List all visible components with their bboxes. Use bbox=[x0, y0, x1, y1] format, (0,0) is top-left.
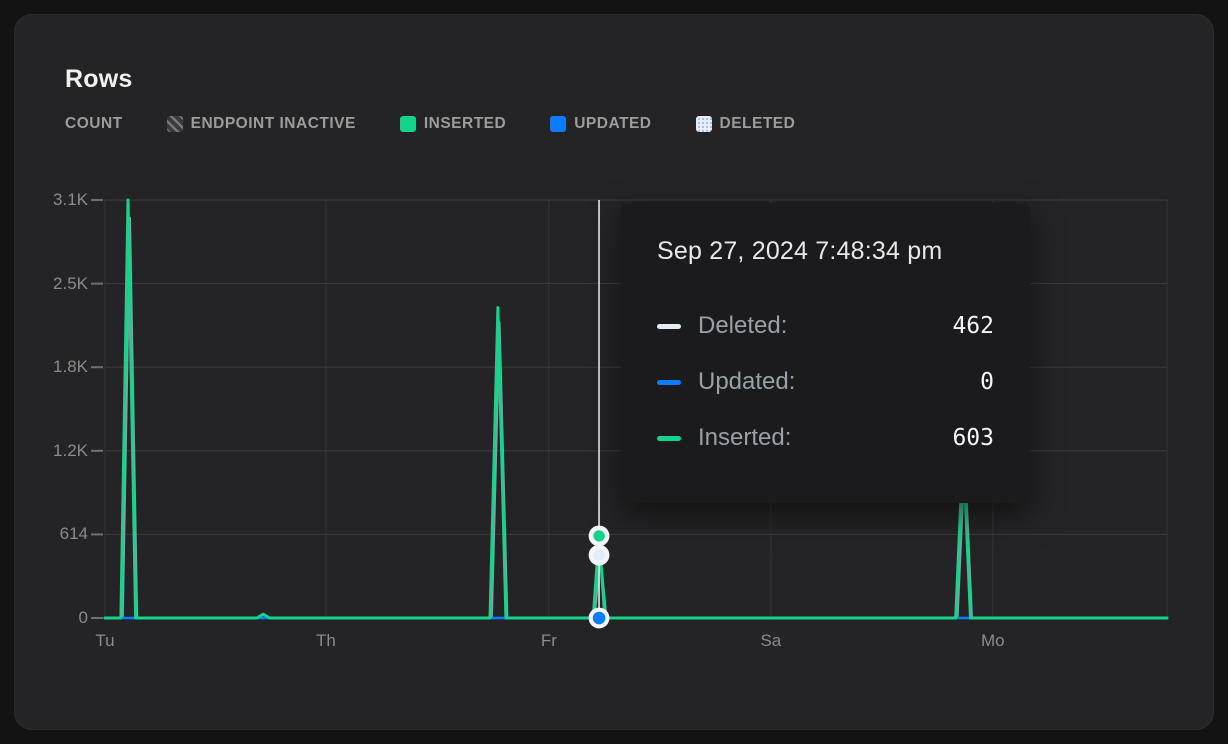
y-tick-label: 1.2K bbox=[53, 440, 88, 460]
tooltip-value: 462 bbox=[952, 313, 994, 339]
legend-item-label: INSERTED bbox=[423, 115, 507, 132]
chart-legend: COUNT ENDPOINT INACTIVE INSERTED UPDATED… bbox=[65, 115, 795, 133]
inserted-swatch-icon bbox=[399, 116, 416, 132]
hover-marker-updated bbox=[592, 611, 606, 625]
x-tick-label: Th bbox=[315, 631, 336, 650]
deleted-line-swatch-icon bbox=[657, 323, 681, 329]
inserted-line-swatch-icon bbox=[657, 435, 681, 441]
tooltip-row-updated: Updated: 0 bbox=[657, 354, 994, 410]
legend-count-label: COUNT bbox=[65, 115, 123, 132]
legend-item-inserted[interactable]: INSERTED bbox=[399, 115, 507, 133]
legend-item-endpoint-inactive[interactable]: ENDPOINT INACTIVE bbox=[166, 115, 356, 133]
y-tick-label: 3.1K bbox=[53, 190, 88, 209]
x-tick-label: Fr bbox=[540, 631, 557, 650]
legend-item-updated[interactable]: UPDATED bbox=[550, 115, 651, 133]
x-tick-label: Mo bbox=[981, 631, 1005, 650]
y-tick-label: 0 bbox=[78, 608, 88, 627]
x-tick-label: Tu bbox=[95, 631, 115, 650]
hover-marker-deleted bbox=[593, 549, 605, 561]
x-tick-label: Sa bbox=[760, 631, 782, 650]
hatched-swatch-icon bbox=[166, 116, 183, 132]
legend-item-label: UPDATED bbox=[574, 115, 652, 132]
panel-title: Rows bbox=[65, 65, 133, 93]
tooltip-value: 603 bbox=[952, 425, 994, 451]
tooltip-timestamp: Sep 27, 2024 7:48:34 pm bbox=[657, 237, 943, 265]
tooltip-label: Updated: bbox=[698, 368, 796, 395]
chart-tooltip: Sep 27, 2024 7:48:34 pm Deleted: 462 Upd… bbox=[621, 203, 1030, 503]
y-tick-label: 2.5K bbox=[53, 273, 88, 293]
y-tick-label: 1.8K bbox=[53, 357, 88, 377]
series-line-inserted bbox=[103, 198, 1169, 620]
deleted-swatch-icon bbox=[695, 116, 712, 132]
hover-marker-inserted bbox=[593, 530, 605, 542]
tooltip-label: Inserted: bbox=[698, 424, 792, 451]
legend-item-deleted[interactable]: DELETED bbox=[695, 115, 796, 133]
y-tick-label: 614 bbox=[59, 524, 88, 544]
legend-item-label: ENDPOINT INACTIVE bbox=[190, 115, 356, 132]
tooltip-row-deleted: Deleted: 462 bbox=[657, 298, 994, 354]
tooltip-value: 0 bbox=[980, 369, 994, 395]
updated-swatch-icon bbox=[550, 116, 567, 132]
tooltip-label: Deleted: bbox=[698, 312, 788, 339]
updated-line-swatch-icon bbox=[657, 379, 681, 385]
tooltip-row-inserted: Inserted: 603 bbox=[657, 410, 994, 466]
legend-item-label: DELETED bbox=[719, 115, 796, 132]
